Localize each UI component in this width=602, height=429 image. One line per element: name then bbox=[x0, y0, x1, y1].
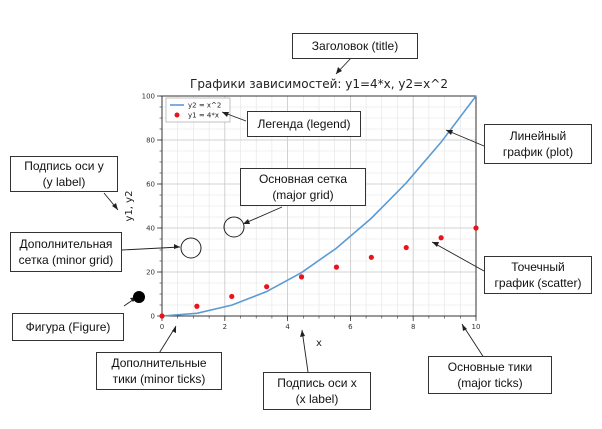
callout-scatter: Точечный график (scatter) bbox=[484, 256, 592, 294]
legend-scatter-swatch bbox=[174, 112, 180, 118]
legend-line-label: y2 = x^2 bbox=[188, 102, 221, 110]
scatter-point bbox=[438, 235, 444, 241]
x-axis-label: x bbox=[316, 338, 322, 349]
y-tick-label: 0 bbox=[151, 313, 155, 321]
arrow-major-grid bbox=[242, 206, 283, 225]
arrow-head-major-grid bbox=[243, 219, 250, 224]
callout-minor-ticks: Дополнительные тики (minor ticks) bbox=[96, 352, 222, 390]
arrow-heads bbox=[112, 67, 467, 337]
scatter-point bbox=[194, 303, 200, 309]
arrow-minor-grid bbox=[121, 246, 181, 251]
y-tick-label: 60 bbox=[146, 181, 155, 189]
arrow-head-title bbox=[336, 67, 342, 74]
arrow-head-major-ticks bbox=[462, 324, 467, 331]
minor-grid-marker-circle bbox=[180, 237, 202, 259]
legend-scatter-label: y1 = 4*x bbox=[188, 112, 219, 120]
arrow-head-scatter bbox=[432, 242, 439, 247]
x-tick-label: 6 bbox=[348, 323, 353, 331]
callout-xlabel: Подпись оси x (x label) bbox=[263, 372, 371, 410]
series-scatter bbox=[159, 225, 479, 319]
callout-minor-grid: Дополнительная сетка (minor grid) bbox=[10, 232, 122, 272]
legend: y2 = x^2 y1 = 4*x bbox=[165, 97, 231, 123]
line-y2-squared bbox=[161, 95, 477, 317]
x-tick-label: 8 bbox=[411, 323, 415, 331]
arrow-scatter bbox=[431, 241, 485, 272]
arrow-head-legend bbox=[222, 112, 229, 117]
scatter-point bbox=[403, 244, 409, 251]
arrow-head-minor-grid bbox=[174, 244, 180, 249]
scatter-point bbox=[333, 264, 340, 270]
scatter-point bbox=[264, 284, 270, 290]
scatter-point bbox=[159, 313, 165, 319]
callout-ylabel: Подпись оси y (y label) bbox=[10, 156, 118, 192]
callout-title: Заголовок (title) bbox=[292, 33, 418, 59]
callout-line-plot: Линейный график (plot) bbox=[484, 124, 592, 164]
arrow-head-ylabel bbox=[112, 203, 118, 210]
callout-major-grid: Основная сетка (major grid) bbox=[240, 168, 366, 206]
series-line bbox=[161, 95, 477, 317]
callout-legend: Легенда (legend) bbox=[247, 111, 361, 137]
arrow-xlabel bbox=[301, 329, 309, 373]
callout-major-ticks: Основные тики (major ticks) bbox=[428, 356, 552, 394]
arrow-head-line-plot bbox=[446, 130, 453, 135]
annotation-arrows bbox=[103, 56, 489, 373]
scatter-point bbox=[298, 274, 305, 280]
x-tick-label: 2 bbox=[223, 323, 227, 331]
x-tick-label: 0 bbox=[160, 323, 164, 331]
y-tick-label: 20 bbox=[146, 269, 155, 277]
x-tick-label: 10 bbox=[472, 323, 481, 331]
y-tick-label: 100 bbox=[142, 93, 155, 101]
x-tick-label: 4 bbox=[285, 323, 290, 331]
y-axis-label: y1, y2 bbox=[124, 191, 135, 222]
y-tick-label: 40 bbox=[146, 225, 155, 233]
callout-figure: Фигура (Figure) bbox=[12, 313, 124, 341]
y-tick-label: 80 bbox=[146, 137, 155, 145]
scatter-point bbox=[473, 225, 479, 231]
major-grid-marker-circle bbox=[223, 216, 245, 238]
scatter-point bbox=[368, 254, 374, 260]
arrow-line-plot bbox=[445, 129, 485, 147]
scatter-point bbox=[229, 293, 235, 300]
chart-title: Графики зависимостей: y1=4*x, y2=x^2 bbox=[190, 77, 448, 91]
arrow-head-minor-ticks bbox=[172, 326, 176, 333]
arrow-head-xlabel bbox=[300, 330, 305, 337]
legend-box bbox=[165, 97, 231, 123]
figure-marker-dot bbox=[133, 291, 145, 303]
